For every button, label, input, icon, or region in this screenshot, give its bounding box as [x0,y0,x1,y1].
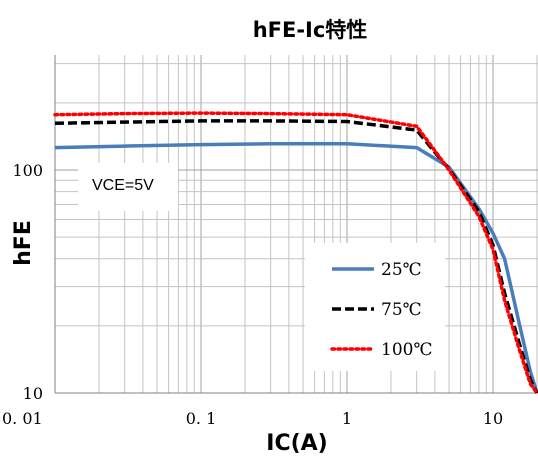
x-axis-title: IC(A) [266,431,327,456]
x-tick-label: 0. 1 [186,409,217,428]
series-line-2 [54,119,538,394]
chart-title: hFE-Ic特性 [253,18,368,42]
x-tick-label: 10 [483,409,503,428]
y-tick-label: 100 [12,161,43,180]
y-axis-title: hFE [11,220,36,266]
grid [54,55,538,394]
x-tick-label: 0. 01 [2,409,43,428]
annotation-background [78,163,178,211]
series-layer [53,111,538,395]
series-line-3 [53,111,538,395]
legend: 25℃ 75℃ 100℃ [305,243,445,371]
tick-labels: 0. 01 0. 1 1 10 10 100 [2,161,503,428]
legend-label-3: 100℃ [381,340,432,360]
annotation-text: VCE=5V [92,177,154,194]
x-tick-label: 1 [342,409,352,428]
legend-label-1: 25℃ [381,260,422,280]
legend-label-2: 75℃ [381,300,422,320]
y-tick-label: 10 [23,384,43,403]
legend-background [305,243,445,371]
annotation-box: VCE=5V [78,163,178,211]
plot-frame [54,55,538,394]
